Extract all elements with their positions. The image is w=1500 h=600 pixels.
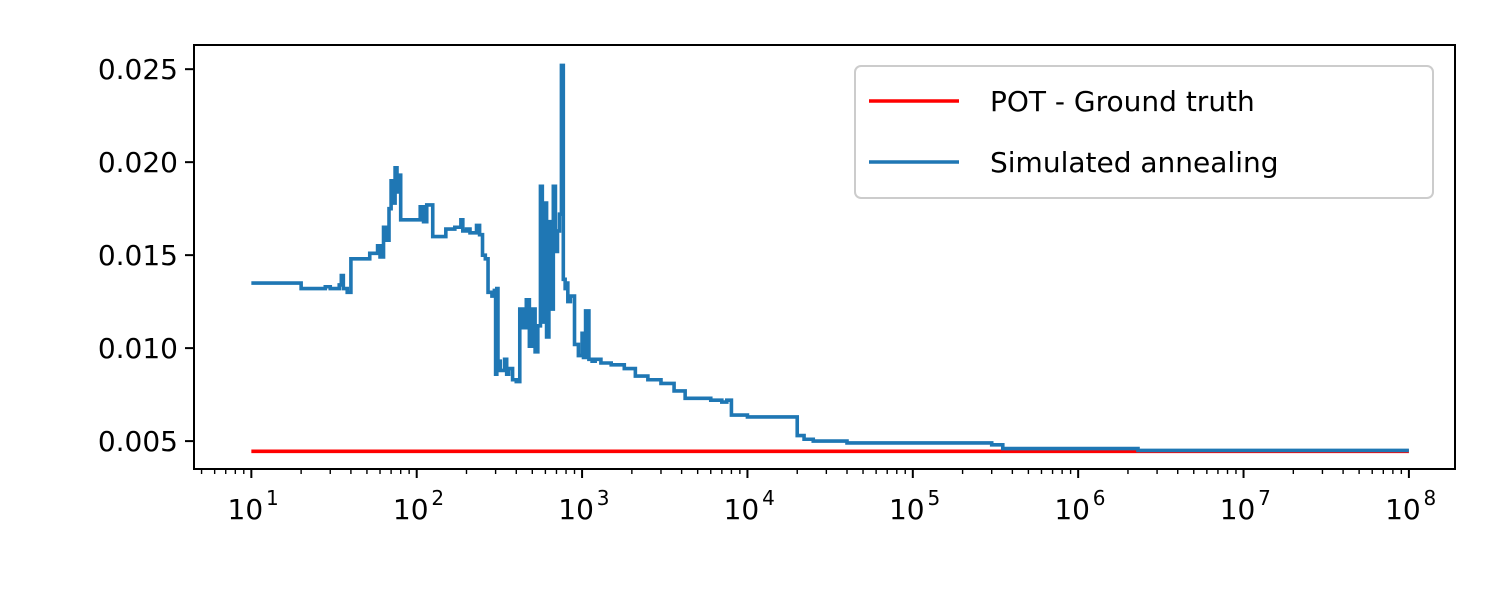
y-tick-label: 0.020	[98, 146, 178, 179]
x-axis: 10 1 10 2 10 3 10 4 10 5 10 6 10 7 10 8	[200, 469, 1437, 526]
x-tick-label: 10	[228, 493, 264, 526]
x-tick-label: 10	[1054, 493, 1090, 526]
y-tick-label: 0.010	[98, 332, 178, 365]
x-tick-exponent: 8	[1424, 486, 1437, 510]
legend-label-simulated-annealing: Simulated annealing	[990, 146, 1279, 179]
x-tick-label: 10	[393, 493, 429, 526]
x-tick-exponent: 2	[431, 486, 444, 510]
x-tick-label: 10	[1385, 493, 1421, 526]
legend-box	[854, 65, 1434, 199]
x-tick-exponent: 1	[266, 486, 279, 510]
y-tick-label: 0.015	[98, 239, 178, 272]
x-tick-exponent: 7	[1258, 486, 1271, 510]
x-tick-exponent: 3	[597, 486, 610, 510]
y-axis: 0.005 0.010 0.015 0.020 0.025	[98, 53, 194, 458]
x-tick-exponent: 4	[762, 486, 775, 510]
x-tick-label: 10	[1220, 493, 1256, 526]
legend: POT - Ground truth Simulated annealing	[854, 65, 1434, 199]
x-tick-label: 10	[889, 493, 925, 526]
y-tick-label: 0.025	[98, 53, 178, 86]
series-layer	[251, 63, 1409, 454]
y-tick-label: 0.005	[98, 425, 178, 458]
axes-border	[193, 44, 1456, 470]
series-line-simulated-annealing	[251, 63, 1409, 453]
axes-frame	[193, 44, 1456, 470]
x-tick-exponent: 5	[927, 486, 940, 510]
x-tick-label: 10	[724, 493, 760, 526]
legend-label-pot-ground-truth: POT - Ground truth	[990, 85, 1255, 118]
x-tick-label: 10	[558, 493, 594, 526]
x-tick-exponent: 6	[1093, 486, 1106, 510]
